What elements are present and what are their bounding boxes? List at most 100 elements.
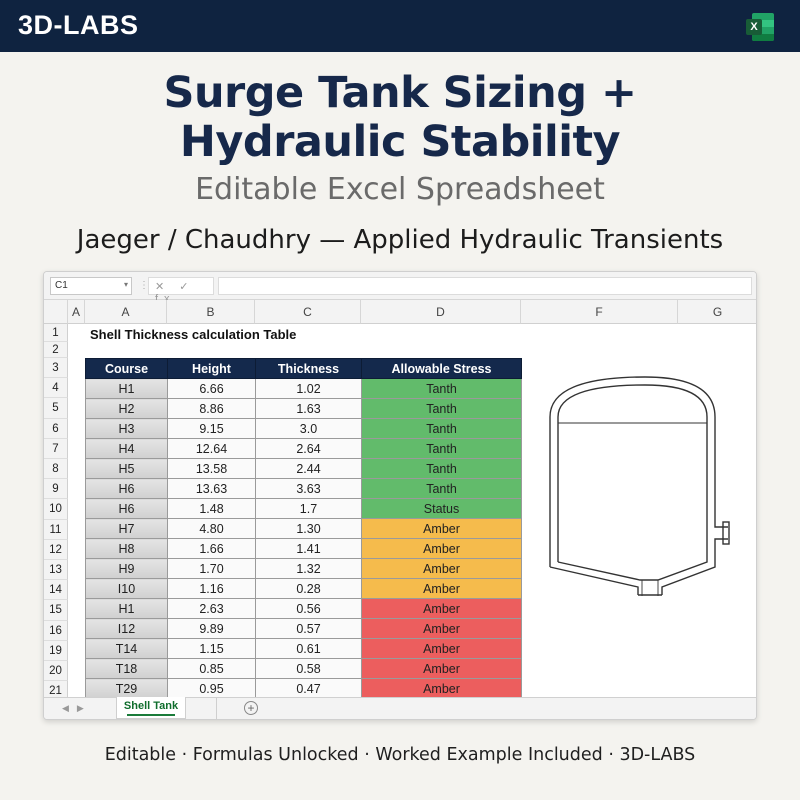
course-cell[interactable]: H5 (85, 458, 168, 479)
name-box[interactable]: C1 ▾ (50, 277, 132, 295)
tab-shell-tank[interactable]: Shell Tank (116, 697, 186, 719)
row-header[interactable]: 13 (44, 560, 68, 581)
allowable-stress-cell[interactable]: Amber (361, 578, 522, 599)
course-cell[interactable]: H2 (85, 398, 168, 419)
row-header[interactable]: 3 (44, 358, 68, 379)
height-cell[interactable]: 4.80 (167, 518, 256, 539)
chevron-down-icon[interactable]: ▾ (123, 280, 128, 289)
height-cell[interactable]: 13.63 (167, 478, 256, 499)
course-cell[interactable]: H6 (85, 478, 168, 499)
height-cell[interactable]: 9.89 (167, 618, 256, 639)
course-cell[interactable]: H3 (85, 418, 168, 439)
thickness-cell[interactable]: 1.7 (255, 498, 362, 519)
column-header[interactable]: B (167, 300, 255, 324)
thickness-cell[interactable]: 1.63 (255, 398, 362, 419)
row-header[interactable]: 15 (44, 600, 68, 621)
row-header[interactable]: 11 (44, 519, 68, 540)
course-cell[interactable]: T14 (85, 638, 168, 659)
course-cell[interactable]: H1 (85, 598, 168, 619)
thickness-cell[interactable]: 2.44 (255, 458, 362, 479)
course-cell[interactable]: I10 (85, 578, 168, 599)
thickness-cell[interactable]: 0.57 (255, 618, 362, 639)
course-cell[interactable]: T29 (85, 678, 168, 699)
course-cell[interactable]: I12 (85, 618, 168, 639)
allowable-stress-cell[interactable]: Amber (361, 538, 522, 559)
height-cell[interactable]: 1.15 (167, 638, 256, 659)
allowable-stress-cell[interactable]: Amber (361, 638, 522, 659)
formula-actions[interactable]: ✕ ✓ fx (148, 277, 214, 305)
row-header[interactable]: 20 (44, 661, 68, 682)
height-cell[interactable]: 2.63 (167, 598, 256, 619)
allowable-stress-cell[interactable]: Tanth (361, 398, 522, 419)
header-course[interactable]: Course (85, 358, 168, 379)
allowable-stress-cell[interactable]: Amber (361, 618, 522, 639)
course-cell[interactable]: H7 (85, 518, 168, 539)
thickness-cell[interactable]: 1.02 (255, 378, 362, 399)
course-cell[interactable]: T18 (85, 658, 168, 679)
thickness-cell[interactable]: 0.28 (255, 578, 362, 599)
row-header[interactable]: 16 (44, 620, 68, 641)
thickness-cell[interactable]: 3.0 (255, 418, 362, 439)
allowable-stress-cell[interactable]: Tanth (361, 378, 522, 399)
course-cell[interactable]: H6 (85, 498, 168, 519)
thickness-cell[interactable]: 1.30 (255, 518, 362, 539)
row-header[interactable]: 7 (44, 438, 68, 459)
select-all-corner[interactable] (44, 300, 68, 324)
row-header[interactable]: 10 (44, 499, 68, 520)
column-header[interactable]: D (361, 300, 521, 324)
height-cell[interactable]: 6.66 (167, 378, 256, 399)
allowable-stress-cell[interactable]: Tanth (361, 478, 522, 499)
header-thickness[interactable]: Thickness (255, 358, 362, 379)
column-header[interactable]: A (68, 300, 85, 324)
allowable-stress-cell[interactable]: Tanth (361, 418, 522, 439)
allowable-stress-cell[interactable]: Amber (361, 658, 522, 679)
thickness-cell[interactable]: 0.58 (255, 658, 362, 679)
row-header[interactable]: 8 (44, 459, 68, 480)
thickness-cell[interactable]: 1.41 (255, 538, 362, 559)
thickness-cell[interactable]: 1.32 (255, 558, 362, 579)
height-cell[interactable]: 9.15 (167, 418, 256, 439)
add-sheet-icon[interactable]: + (244, 701, 258, 715)
row-header[interactable]: 6 (44, 418, 68, 439)
thickness-cell[interactable]: 0.61 (255, 638, 362, 659)
course-cell[interactable]: H4 (85, 438, 168, 459)
allowable-stress-cell[interactable]: Status (361, 498, 522, 519)
row-header[interactable]: 14 (44, 580, 68, 601)
allowable-stress-cell[interactable]: Tanth (361, 458, 522, 479)
thickness-cell[interactable]: 0.47 (255, 678, 362, 699)
thickness-cell[interactable]: 0.56 (255, 598, 362, 619)
thickness-cell[interactable]: 3.63 (255, 478, 362, 499)
allowable-stress-cell[interactable]: Amber (361, 598, 522, 619)
allowable-stress-cell[interactable]: Tanth (361, 438, 522, 459)
height-cell[interactable]: 1.70 (167, 558, 256, 579)
row-header[interactable]: 12 (44, 539, 68, 560)
height-cell[interactable]: 13.58 (167, 458, 256, 479)
thickness-cell[interactable]: 2.64 (255, 438, 362, 459)
row-header[interactable]: 1 (44, 324, 68, 342)
column-header[interactable]: A (85, 300, 167, 324)
row-header[interactable]: 2 (44, 342, 68, 358)
height-cell[interactable]: 1.16 (167, 578, 256, 599)
allowable-stress-cell[interactable]: Amber (361, 678, 522, 699)
course-cell[interactable]: H9 (85, 558, 168, 579)
course-cell[interactable]: H8 (85, 538, 168, 559)
height-cell[interactable]: 1.48 (167, 498, 256, 519)
allowable-stress-cell[interactable]: Amber (361, 558, 522, 579)
height-cell[interactable]: 0.85 (167, 658, 256, 679)
height-cell[interactable]: 1.66 (167, 538, 256, 559)
formula-input[interactable] (218, 277, 752, 295)
row-header[interactable]: 19 (44, 640, 68, 661)
height-cell[interactable]: 8.86 (167, 398, 256, 419)
column-header[interactable]: C (255, 300, 361, 324)
header-allowable-stress[interactable]: Allowable Stress (361, 358, 522, 379)
allowable-stress-cell[interactable]: Amber (361, 518, 522, 539)
column-header[interactable]: G (678, 300, 756, 324)
height-cell[interactable]: 12.64 (167, 438, 256, 459)
row-header[interactable]: 4 (44, 378, 68, 399)
row-header[interactable]: 5 (44, 398, 68, 419)
height-cell[interactable]: 0.95 (167, 678, 256, 699)
course-cell[interactable]: H1 (85, 378, 168, 399)
sheet-nav-arrows[interactable]: ◀▶ (62, 703, 92, 713)
column-header[interactable]: F (521, 300, 678, 324)
row-header[interactable]: 9 (44, 479, 68, 500)
